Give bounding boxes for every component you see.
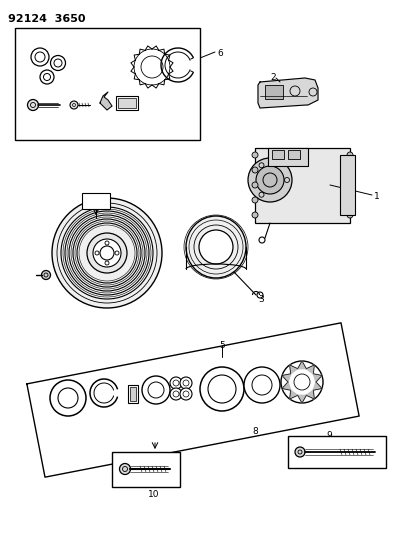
Circle shape <box>294 447 304 457</box>
Circle shape <box>170 377 181 389</box>
Circle shape <box>179 377 192 389</box>
Polygon shape <box>281 382 290 390</box>
Circle shape <box>252 212 257 218</box>
Circle shape <box>252 197 257 203</box>
Text: 3: 3 <box>257 295 263 304</box>
Circle shape <box>346 167 352 173</box>
Polygon shape <box>289 365 297 374</box>
Circle shape <box>346 152 352 158</box>
Ellipse shape <box>185 216 245 278</box>
Circle shape <box>50 380 86 416</box>
Text: 10: 10 <box>148 490 159 499</box>
Circle shape <box>252 167 257 173</box>
Bar <box>287 150 299 159</box>
Circle shape <box>346 197 352 203</box>
Circle shape <box>28 100 38 110</box>
Circle shape <box>70 101 78 109</box>
Circle shape <box>142 376 170 404</box>
Polygon shape <box>305 365 313 374</box>
Circle shape <box>179 388 192 400</box>
Polygon shape <box>313 382 321 390</box>
Circle shape <box>280 361 322 403</box>
Bar <box>112 452 179 487</box>
Circle shape <box>170 388 181 400</box>
Polygon shape <box>297 361 305 369</box>
Text: 8: 8 <box>252 427 257 436</box>
Bar <box>254 148 349 223</box>
Bar <box>15 28 200 140</box>
Circle shape <box>93 239 121 267</box>
Circle shape <box>252 182 257 188</box>
Circle shape <box>346 212 352 218</box>
Bar <box>339 155 354 215</box>
Circle shape <box>119 464 130 474</box>
Text: 6: 6 <box>216 49 222 58</box>
Text: 5: 5 <box>218 341 224 350</box>
Bar <box>130 387 136 401</box>
Polygon shape <box>313 374 321 382</box>
Circle shape <box>198 230 232 264</box>
Polygon shape <box>100 92 112 110</box>
Circle shape <box>87 233 127 273</box>
Bar <box>287 436 385 468</box>
Bar <box>128 385 138 403</box>
Bar <box>271 150 284 159</box>
Polygon shape <box>257 78 317 108</box>
Circle shape <box>52 198 162 308</box>
Polygon shape <box>297 395 305 403</box>
Polygon shape <box>305 390 313 399</box>
Circle shape <box>243 367 279 403</box>
Text: 2: 2 <box>269 73 275 82</box>
Text: 1: 1 <box>373 192 379 201</box>
Polygon shape <box>281 374 290 382</box>
Circle shape <box>41 271 50 279</box>
Bar <box>264 85 282 99</box>
Bar <box>118 98 136 108</box>
Circle shape <box>256 166 284 194</box>
Bar <box>82 193 110 209</box>
Polygon shape <box>27 323 358 477</box>
Circle shape <box>247 158 291 202</box>
Bar <box>116 96 138 110</box>
Text: 9: 9 <box>325 431 331 440</box>
Circle shape <box>200 367 243 411</box>
Bar <box>267 148 307 166</box>
Polygon shape <box>289 390 297 399</box>
Text: 4: 4 <box>87 194 92 203</box>
Text: 92124  3650: 92124 3650 <box>8 14 85 24</box>
Circle shape <box>252 152 257 158</box>
Circle shape <box>346 182 352 188</box>
